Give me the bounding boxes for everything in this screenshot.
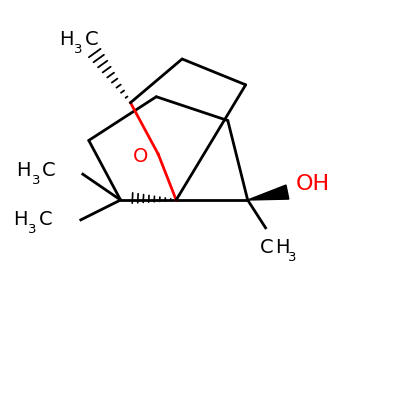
Text: 3: 3 (28, 223, 37, 236)
Text: O: O (132, 147, 148, 166)
Polygon shape (248, 185, 289, 200)
Text: H: H (16, 161, 31, 180)
Text: C: C (85, 30, 98, 49)
Text: C: C (39, 210, 52, 229)
Text: 3: 3 (74, 42, 82, 56)
Text: C: C (260, 238, 273, 257)
Text: C: C (42, 161, 56, 180)
Text: 3: 3 (288, 251, 297, 264)
Text: H: H (59, 30, 74, 49)
Text: OH: OH (295, 174, 330, 194)
Text: 3: 3 (32, 174, 40, 187)
Text: H: H (13, 210, 28, 229)
Text: H: H (275, 238, 289, 257)
